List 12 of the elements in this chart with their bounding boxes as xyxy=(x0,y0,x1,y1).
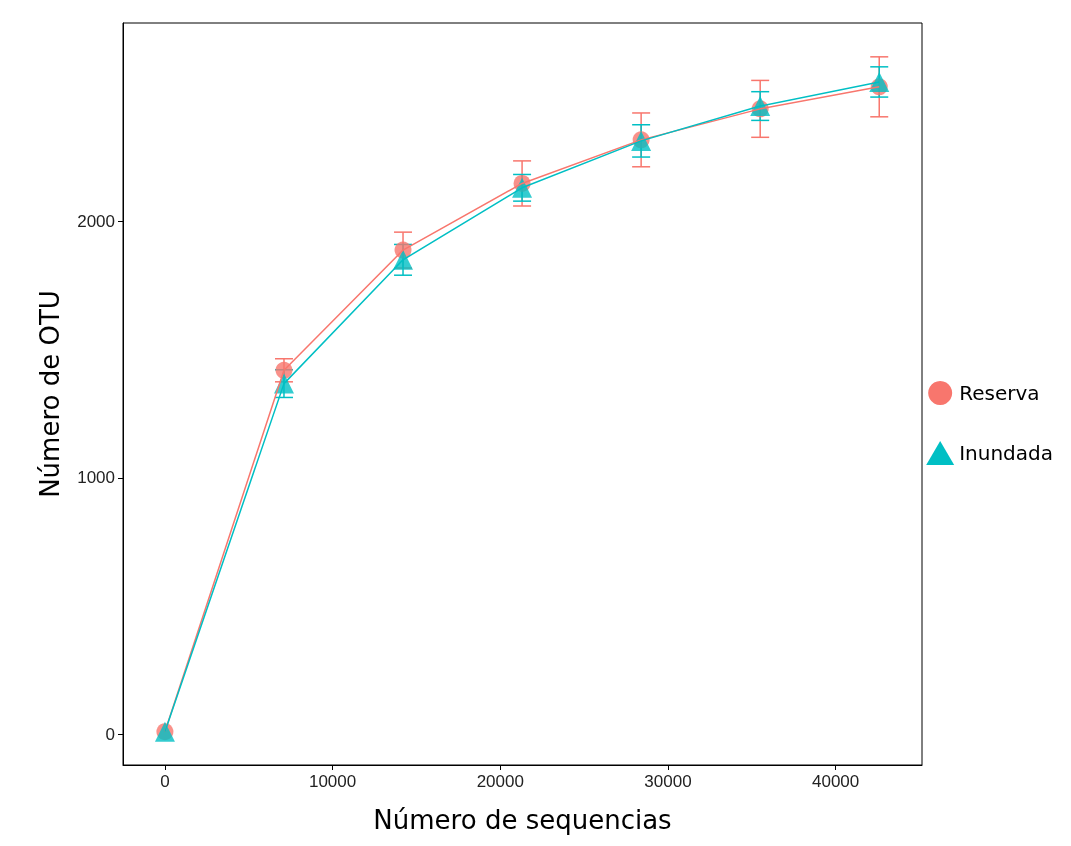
x-axis-title: Número de sequencias xyxy=(373,805,672,835)
x-tick-label: 30000 xyxy=(644,772,692,791)
y-tick-label: 2000 xyxy=(77,212,115,232)
x-tick-label: 0 xyxy=(160,772,170,791)
legend-label: Inundada xyxy=(959,441,1053,465)
x-tick-label: 20000 xyxy=(476,772,524,791)
x-tick-label: 10000 xyxy=(308,772,357,791)
x-tick-label: 40000 xyxy=(812,772,860,791)
y-tick-label: 0 xyxy=(105,724,115,744)
y-axis-title: Número de OTU xyxy=(35,290,65,498)
legend-label: Reserva xyxy=(959,381,1040,405)
y-tick-label: 1000 xyxy=(77,468,115,488)
